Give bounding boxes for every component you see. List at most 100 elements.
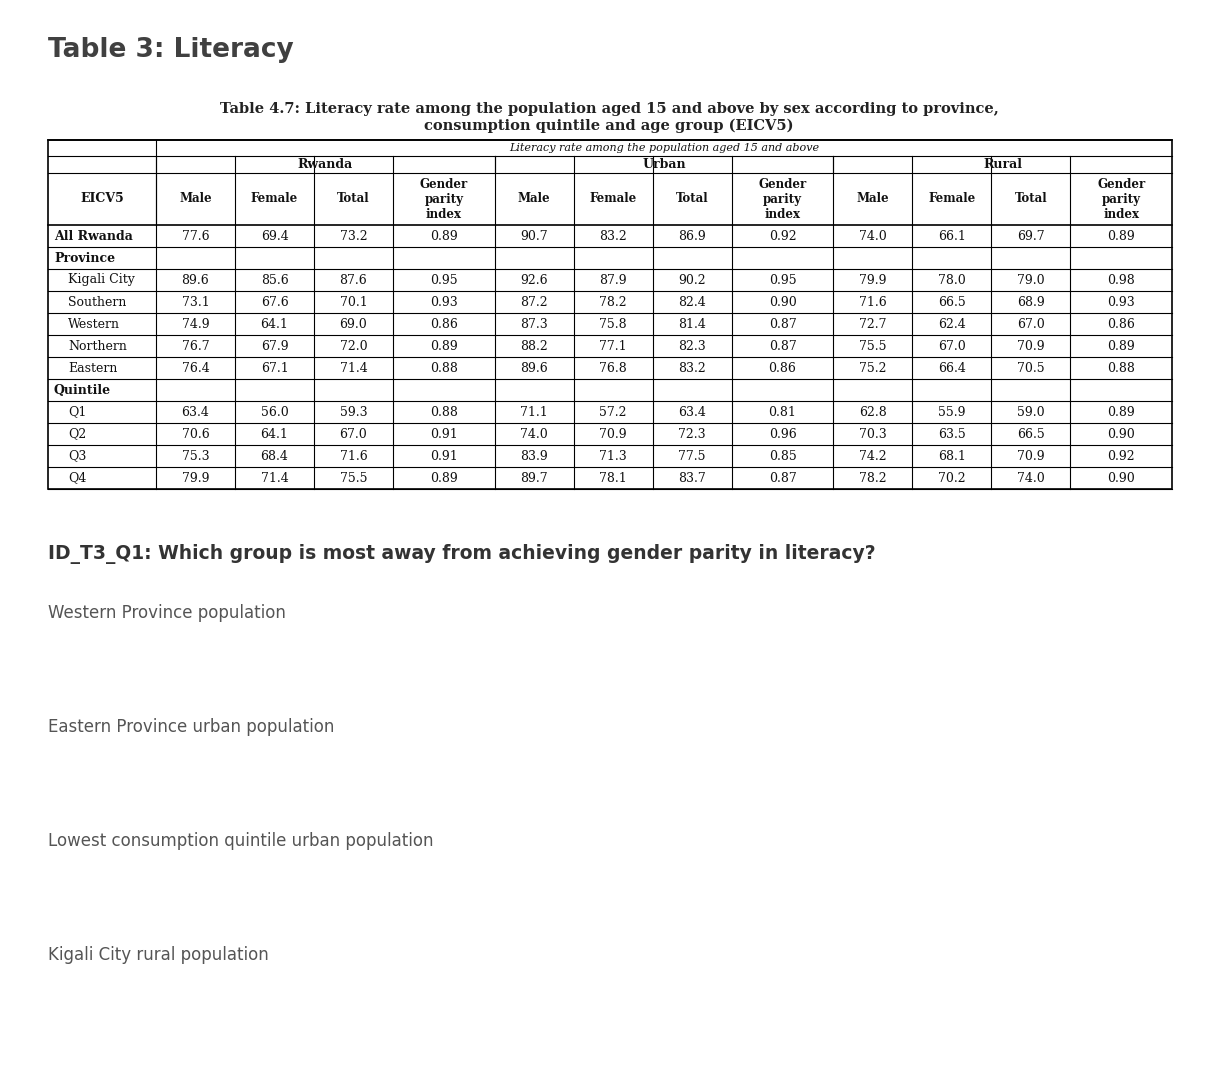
Text: 69.7: 69.7 [1017, 230, 1045, 243]
Text: 59.0: 59.0 [1017, 405, 1045, 418]
Text: Total: Total [676, 192, 709, 205]
Text: Gender
parity
index: Gender parity index [420, 177, 468, 220]
Text: 67.0: 67.0 [1017, 318, 1045, 330]
Text: 74.0: 74.0 [859, 230, 887, 243]
Text: 67.0: 67.0 [340, 428, 368, 441]
Text: 69.4: 69.4 [261, 230, 289, 243]
Text: 87.9: 87.9 [599, 273, 627, 286]
Text: 74.0: 74.0 [1017, 472, 1045, 485]
Text: 75.2: 75.2 [859, 362, 887, 375]
Text: Female: Female [928, 192, 976, 205]
Text: 83.7: 83.7 [678, 472, 706, 485]
Text: 0.89: 0.89 [1107, 230, 1135, 243]
Text: 68.4: 68.4 [261, 449, 289, 462]
Text: 78.2: 78.2 [859, 472, 887, 485]
Text: 66.4: 66.4 [938, 362, 966, 375]
Text: 72.0: 72.0 [340, 339, 368, 352]
Text: 0.95: 0.95 [430, 273, 458, 286]
Text: 0.90: 0.90 [1107, 472, 1135, 485]
Text: 76.8: 76.8 [599, 362, 627, 375]
Text: 63.4: 63.4 [181, 405, 209, 418]
Text: Province: Province [54, 252, 116, 265]
Text: 68.9: 68.9 [1017, 296, 1045, 309]
Text: Eastern Province urban population: Eastern Province urban population [48, 718, 335, 735]
Text: 67.0: 67.0 [938, 339, 966, 352]
Text: EICV5: EICV5 [80, 192, 124, 205]
Text: 71.6: 71.6 [340, 449, 368, 462]
Text: 0.93: 0.93 [430, 296, 458, 309]
Text: 70.9: 70.9 [1017, 339, 1045, 352]
Text: 0.89: 0.89 [1107, 405, 1135, 418]
Text: 64.1: 64.1 [261, 428, 289, 441]
Text: 0.90: 0.90 [769, 296, 797, 309]
Text: 83.2: 83.2 [599, 230, 627, 243]
Text: 0.89: 0.89 [430, 230, 458, 243]
Text: 0.87: 0.87 [769, 318, 797, 330]
Text: 82.4: 82.4 [678, 296, 706, 309]
Text: Literacy rate among the population aged 15 and above: Literacy rate among the population aged … [509, 143, 818, 153]
Text: 83.2: 83.2 [678, 362, 706, 375]
Text: 57.2: 57.2 [599, 405, 627, 418]
Text: 76.4: 76.4 [181, 362, 209, 375]
Text: 87.3: 87.3 [520, 318, 548, 330]
Text: All Rwanda: All Rwanda [54, 230, 133, 243]
Text: 72.7: 72.7 [859, 318, 887, 330]
Text: 0.86: 0.86 [769, 362, 797, 375]
Text: 78.0: 78.0 [938, 273, 966, 286]
Text: 70.5: 70.5 [1017, 362, 1045, 375]
Text: 67.6: 67.6 [261, 296, 289, 309]
Text: 75.3: 75.3 [181, 449, 209, 462]
Text: 67.9: 67.9 [261, 339, 289, 352]
Text: Q3: Q3 [68, 449, 86, 462]
Text: 0.89: 0.89 [430, 339, 458, 352]
Text: 87.6: 87.6 [340, 273, 368, 286]
Text: 74.2: 74.2 [859, 449, 887, 462]
Text: Q4: Q4 [68, 472, 86, 485]
Text: Male: Male [518, 192, 551, 205]
Text: 64.1: 64.1 [261, 318, 289, 330]
Text: 72.3: 72.3 [678, 428, 706, 441]
Text: Total: Total [1015, 192, 1047, 205]
Text: 71.3: 71.3 [599, 449, 627, 462]
Text: Gender
parity
index: Gender parity index [759, 177, 806, 220]
Text: Rwanda: Rwanda [297, 158, 353, 171]
Text: 0.98: 0.98 [1107, 273, 1135, 286]
Text: 56.0: 56.0 [261, 405, 289, 418]
Text: 79.9: 79.9 [181, 472, 209, 485]
Text: 83.9: 83.9 [520, 449, 548, 462]
Text: 69.0: 69.0 [340, 318, 368, 330]
Text: 78.1: 78.1 [599, 472, 627, 485]
Text: 0.91: 0.91 [430, 428, 458, 441]
Text: 0.85: 0.85 [769, 449, 797, 462]
Text: 63.5: 63.5 [938, 428, 966, 441]
Text: Female: Female [590, 192, 637, 205]
Text: Table 4.7: Literacy rate among the population aged 15 and above by sex according: Table 4.7: Literacy rate among the popul… [219, 102, 999, 116]
Text: 92.6: 92.6 [520, 273, 548, 286]
Text: 0.91: 0.91 [430, 449, 458, 462]
Text: Eastern: Eastern [68, 362, 117, 375]
Text: 90.7: 90.7 [520, 230, 548, 243]
Text: 73.1: 73.1 [181, 296, 209, 309]
Text: 0.89: 0.89 [430, 472, 458, 485]
Text: Q2: Q2 [68, 428, 86, 441]
Text: 71.1: 71.1 [520, 405, 548, 418]
Text: 81.4: 81.4 [678, 318, 706, 330]
Text: 75.5: 75.5 [859, 339, 887, 352]
Text: Northern: Northern [68, 339, 127, 352]
Text: 77.1: 77.1 [599, 339, 627, 352]
Text: 87.2: 87.2 [520, 296, 548, 309]
Text: 70.1: 70.1 [340, 296, 368, 309]
Text: 66.5: 66.5 [938, 296, 966, 309]
Text: ID_T3_Q1: Which group is most away from achieving gender parity in literacy?: ID_T3_Q1: Which group is most away from … [48, 544, 876, 564]
Text: 0.89: 0.89 [1107, 339, 1135, 352]
Text: 74.9: 74.9 [181, 318, 209, 330]
Text: Rural: Rural [983, 158, 1022, 171]
Text: 0.88: 0.88 [1107, 362, 1135, 375]
Text: 78.2: 78.2 [599, 296, 627, 309]
Text: 66.5: 66.5 [1017, 428, 1045, 441]
Text: 70.6: 70.6 [181, 428, 209, 441]
Text: Southern: Southern [68, 296, 127, 309]
Text: 82.3: 82.3 [678, 339, 706, 352]
Text: 70.9: 70.9 [599, 428, 627, 441]
Text: Kigali City rural population: Kigali City rural population [48, 946, 269, 964]
